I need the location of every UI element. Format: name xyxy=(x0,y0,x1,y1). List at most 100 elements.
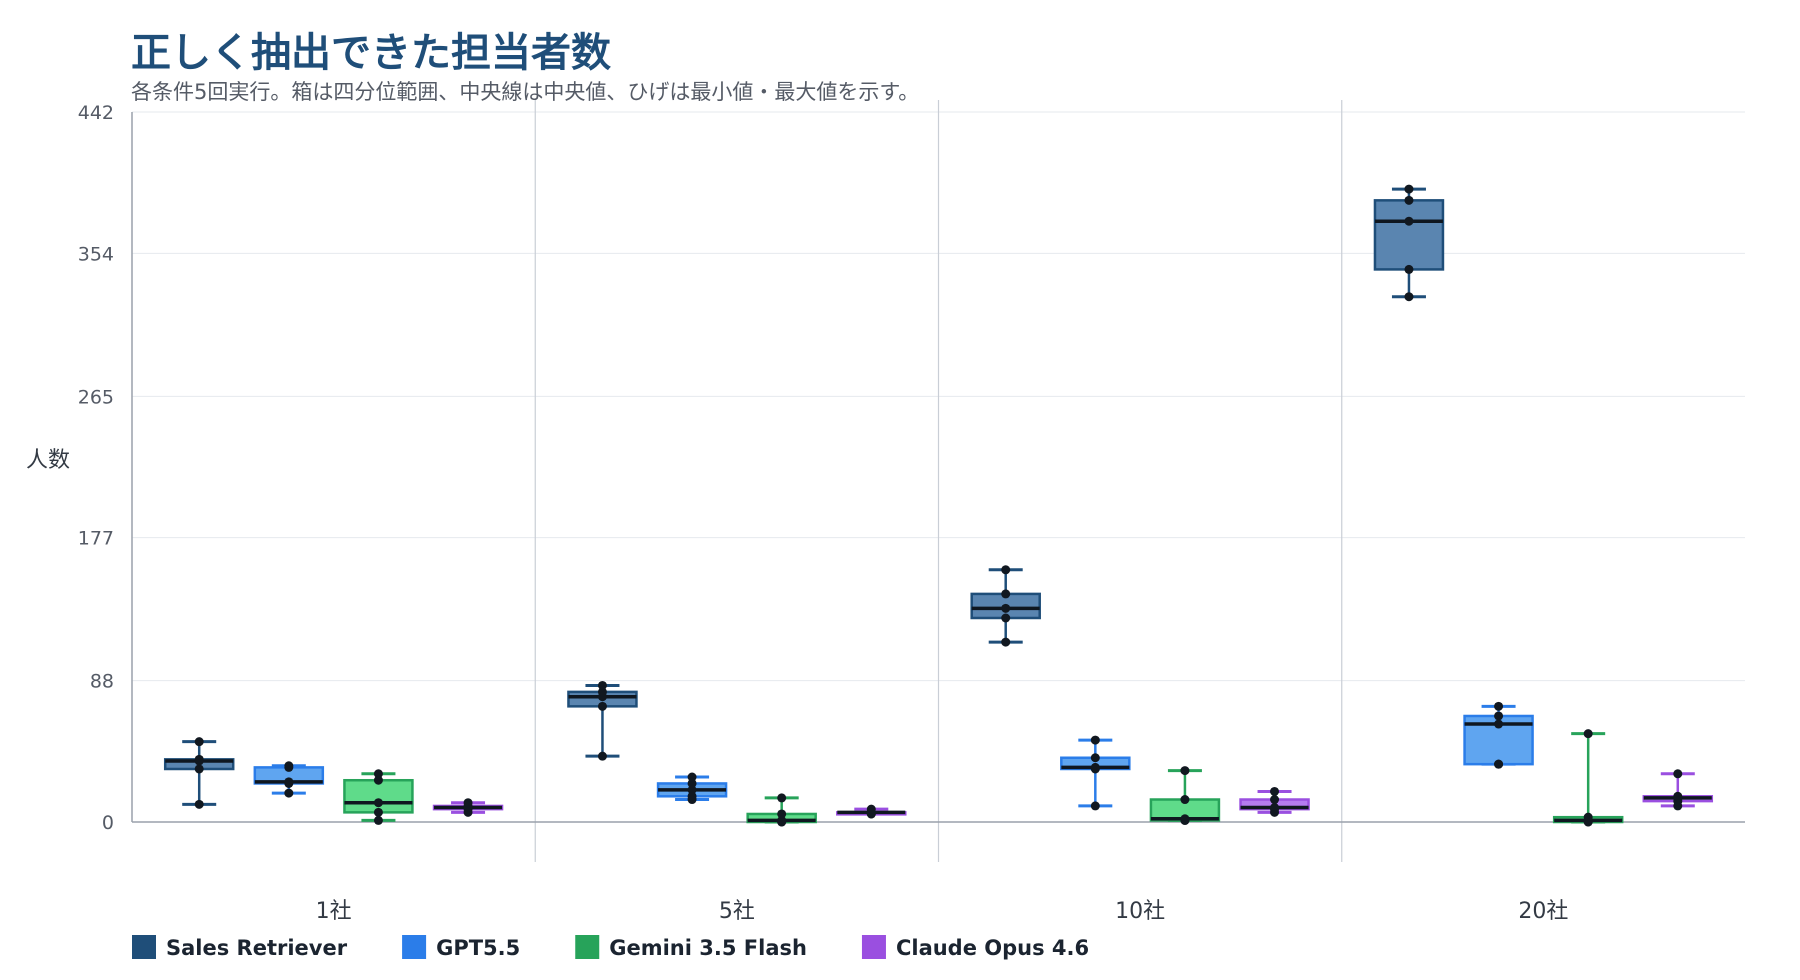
data-point xyxy=(597,687,607,697)
data-point xyxy=(1583,729,1593,739)
data-point xyxy=(373,798,383,808)
box-1-1 xyxy=(656,772,728,805)
axes: 0 88 177 265 354 442 xyxy=(78,102,1745,834)
data-point xyxy=(1090,735,1100,745)
legend-label: GPT5.5 xyxy=(436,936,520,960)
data-point xyxy=(1673,791,1683,801)
box-3-1 xyxy=(836,804,907,819)
data-point xyxy=(777,809,787,819)
data-point xyxy=(194,764,204,774)
legend-item-2: Gemini 3.5 Flash xyxy=(575,935,807,960)
legend-label: Sales Retriever xyxy=(166,936,348,960)
data-point xyxy=(463,798,473,808)
data-point xyxy=(777,815,787,825)
data-point xyxy=(284,777,294,787)
box-iqr xyxy=(1373,199,1445,271)
data-point xyxy=(373,807,383,817)
data-point xyxy=(373,769,383,779)
data-point xyxy=(284,788,294,798)
data-point xyxy=(1090,762,1100,772)
legend-swatch xyxy=(132,935,156,959)
data-point xyxy=(1404,195,1414,205)
box-1-2 xyxy=(1060,735,1131,811)
data-point xyxy=(1494,711,1504,721)
box-1-0 xyxy=(253,761,325,798)
data-point xyxy=(1404,264,1414,274)
x-axis-ticks: 1社 5社 10社 20社 xyxy=(316,899,1569,924)
legend-item-3: Claude Opus 4.6 xyxy=(861,935,1089,960)
data-point xyxy=(194,799,204,809)
data-point xyxy=(1090,753,1100,763)
y-axis-label: 人数 xyxy=(26,448,70,473)
box-iqr xyxy=(343,778,414,814)
box-3-3 xyxy=(1642,769,1714,811)
data-point xyxy=(1090,801,1100,811)
data-point xyxy=(284,761,294,771)
box-3-2 xyxy=(1239,786,1310,817)
chart-title: 正しく抽出できた担当者数 xyxy=(131,30,611,76)
data-point xyxy=(1673,769,1683,779)
data-point xyxy=(1404,184,1414,194)
data-point xyxy=(777,793,787,803)
y-tick-label: 0 xyxy=(102,812,114,834)
data-point xyxy=(1404,292,1414,302)
data-point xyxy=(1180,795,1190,805)
legend: Sales Retriever GPT5.5 Gemini 3.5 Flash Cla… xyxy=(132,935,1089,960)
data-point xyxy=(1001,613,1011,623)
y-tick-label: 88 xyxy=(90,671,114,693)
box-0-3 xyxy=(1373,184,1445,302)
box-1-3 xyxy=(1463,701,1534,769)
x-tick-label: 10社 xyxy=(1115,899,1165,924)
y-tick-label: 177 xyxy=(78,528,114,550)
data-point xyxy=(1001,589,1011,599)
data-point xyxy=(866,804,876,814)
data-point xyxy=(687,791,697,801)
data-point xyxy=(194,737,204,747)
box-2-1 xyxy=(746,793,817,827)
legend-item-0: Sales Retriever xyxy=(132,935,348,960)
box-0-1 xyxy=(567,680,638,761)
box-0-0 xyxy=(163,737,235,809)
chart-subtitle: 各条件5回実行。箱は四分位範囲、中央線は中央値、ひげは最小値・最大値を示す。 xyxy=(131,80,919,104)
data-point xyxy=(687,778,697,788)
box-2-0 xyxy=(343,769,414,825)
box-2-3 xyxy=(1552,729,1624,827)
data-point xyxy=(1001,565,1011,575)
data-point xyxy=(1270,803,1280,813)
data-point xyxy=(1001,637,1011,647)
legend-label: Gemini 3.5 Flash xyxy=(609,936,807,960)
data-point xyxy=(1270,795,1280,805)
data-point xyxy=(1583,812,1593,822)
legend-label: Claude Opus 4.6 xyxy=(896,936,1089,960)
data-point xyxy=(1494,719,1504,729)
data-point xyxy=(1001,603,1011,613)
legend-swatch xyxy=(402,935,427,959)
y-tick-label: 265 xyxy=(78,386,114,408)
data-point xyxy=(1494,701,1504,711)
data-point xyxy=(1404,216,1414,226)
x-tick-label: 5社 xyxy=(719,899,755,924)
box-3-0 xyxy=(432,798,504,817)
y-tick-label: 354 xyxy=(78,243,114,265)
data-point xyxy=(373,815,383,825)
data-point xyxy=(1180,766,1190,776)
legend-swatch xyxy=(861,935,886,959)
box-0-2 xyxy=(970,565,1041,647)
data-point xyxy=(194,754,204,764)
grid xyxy=(132,100,1745,862)
legend-swatch xyxy=(575,935,600,959)
plot-area xyxy=(163,184,1714,827)
data-point xyxy=(597,680,607,690)
box-2-2 xyxy=(1149,766,1221,825)
data-point xyxy=(597,751,607,761)
data-point xyxy=(687,772,697,782)
data-point xyxy=(1270,786,1280,796)
y-tick-label: 442 xyxy=(78,102,114,124)
data-point xyxy=(687,785,697,795)
data-point xyxy=(373,775,383,785)
x-tick-label: 20社 xyxy=(1518,899,1568,924)
data-point xyxy=(597,701,607,711)
data-point xyxy=(1494,759,1504,769)
x-tick-label: 1社 xyxy=(316,899,352,924)
